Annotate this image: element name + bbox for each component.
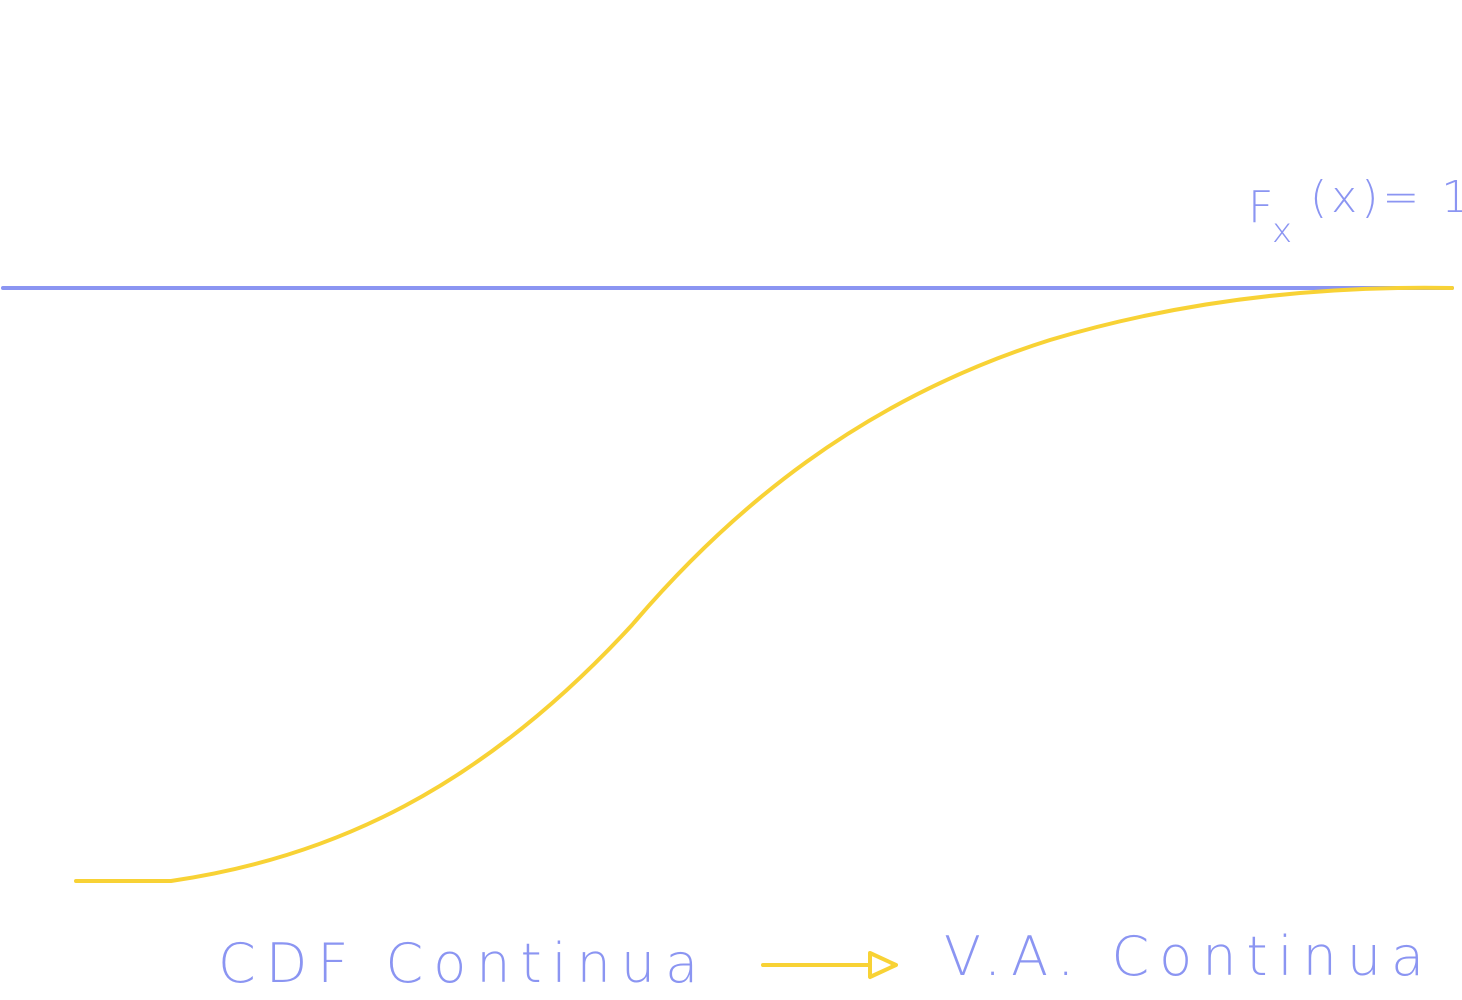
caption-left: CDF Continua [218, 932, 708, 995]
right-arrow-icon [761, 951, 898, 979]
asymptote-label-prefix: F [1248, 182, 1277, 233]
cdf-curve [74, 285, 1454, 883]
asymptote-label-subscript: x [1272, 211, 1292, 251]
arrow-head [868, 951, 898, 979]
asymptote-label: F x (x)= 1 [1248, 172, 1462, 251]
asymptote-label-suffix: (x)= 1 [1310, 172, 1462, 223]
caption-right: V.A. Continua [944, 925, 1434, 988]
